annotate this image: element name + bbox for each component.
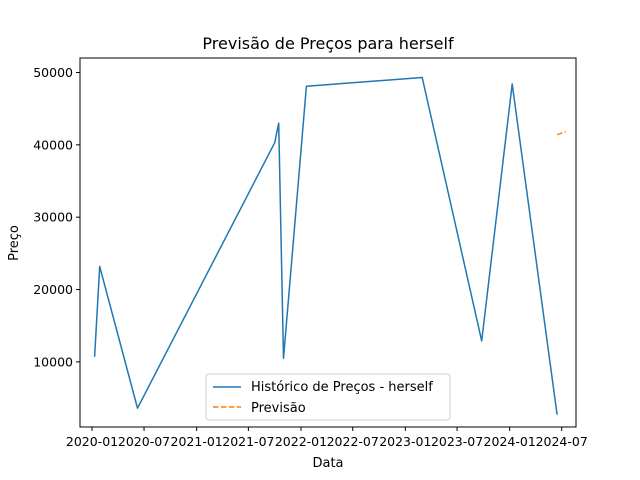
x-axis-label: Data bbox=[312, 456, 343, 471]
x-tick-label: 2022-01 bbox=[275, 434, 327, 449]
x-tick-label: 2020-01 bbox=[66, 434, 118, 449]
x-tick-label: 2020-07 bbox=[118, 434, 170, 449]
x-tick-label: 2024-07 bbox=[536, 434, 588, 449]
series-line-previsao bbox=[556, 131, 566, 136]
series-line-historico bbox=[93, 76, 558, 415]
chart-title: Previsão de Preços para herself bbox=[202, 34, 454, 53]
legend: Histórico de Preços - herself Previsão bbox=[205, 373, 451, 421]
x-tick-label: 2024-01 bbox=[484, 434, 536, 449]
x-tick-label: 2021-01 bbox=[171, 434, 223, 449]
x-tick-label: 2023-01 bbox=[379, 434, 431, 449]
series-layer bbox=[93, 76, 566, 415]
y-tick-label: 30000 bbox=[33, 210, 73, 225]
legend-label-previsao: Previsão bbox=[251, 401, 306, 416]
y-axis-label: Preço bbox=[7, 225, 22, 261]
y-tick-label: 50000 bbox=[33, 65, 73, 80]
y-tick-label: 10000 bbox=[33, 354, 73, 369]
y-axis-ticks: 10000 20000 30000 40000 50000 bbox=[33, 65, 80, 369]
y-tick-label: 20000 bbox=[33, 282, 73, 297]
x-tick-label: 2021-07 bbox=[222, 434, 274, 449]
legend-label-historico: Histórico de Preços - herself bbox=[251, 380, 433, 395]
y-tick-label: 40000 bbox=[33, 137, 73, 152]
x-tick-label: 2023-07 bbox=[431, 434, 483, 449]
x-tick-label: 2022-07 bbox=[327, 434, 379, 449]
legend-box bbox=[205, 373, 451, 421]
axes-frame bbox=[79, 57, 577, 428]
x-axis-ticks: 2020-01 2020-07 2021-01 2021-07 2022-01 2022-… bbox=[66, 427, 588, 449]
plot-area bbox=[79, 57, 577, 428]
